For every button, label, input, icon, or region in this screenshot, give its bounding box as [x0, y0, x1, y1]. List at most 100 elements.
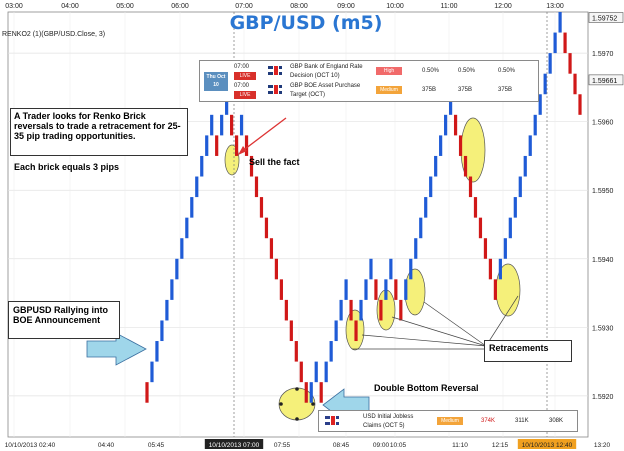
double-bottom-marker: [295, 387, 299, 391]
actual-value: 0.50%: [422, 68, 440, 74]
renko-brick-up: [324, 361, 328, 383]
renko-brick-up: [548, 53, 552, 74]
renko-brick-down: [254, 176, 259, 198]
renko-brick-down: [568, 53, 572, 74]
bottom-time-label: 10/10/2013 07:00: [209, 442, 260, 449]
forecast-value: 311K: [515, 418, 529, 424]
renko-brick-down: [394, 279, 398, 300]
brick-size-note: Each brick equals 3 pips: [14, 162, 120, 172]
renko-brick-up: [498, 258, 502, 280]
renko-brick-up: [329, 341, 333, 362]
y-tick-label: 1.5970: [592, 51, 614, 58]
renko-brick-down: [289, 320, 293, 342]
renko-brick-up: [384, 279, 388, 300]
renko-brick-up: [369, 258, 373, 280]
renko-brick-up: [449, 94, 453, 115]
rally-annotation-box: GBPUSD Rallying into BOE Announcement: [8, 301, 120, 339]
renko-brick-up: [155, 341, 159, 362]
renko-brick-down: [374, 279, 378, 300]
impact-badge: Medium: [376, 86, 402, 94]
renko-brick-up: [558, 12, 562, 33]
renko-brick-up: [424, 197, 428, 218]
renko-brick-up: [239, 114, 244, 136]
renko-brick-down: [269, 238, 274, 259]
renko-brick-up: [419, 217, 423, 239]
renko-brick-up: [523, 155, 527, 177]
price-marker-box: [588, 74, 624, 86]
bottom-time-highlight: [517, 439, 577, 449]
renko-brick-up: [175, 258, 179, 280]
price-marker-label: 1.59752: [592, 15, 617, 22]
bottom-time-label: 10:05: [390, 442, 407, 449]
bottom-time-label: 10/10/2013 02:40: [5, 442, 56, 449]
renko-brick-up: [185, 217, 189, 239]
renko-brick-up: [414, 238, 418, 259]
renko-brick-up: [225, 94, 229, 115]
renko-brick-down: [304, 382, 308, 403]
uk-flag-icon: [268, 66, 282, 75]
event-row-asset-purchase: 07:00 LIVE GBP BOE Asset Purchase Target…: [200, 82, 538, 100]
date-badge: Thu Oct 10: [204, 72, 228, 91]
renko-brick-down: [284, 299, 288, 321]
bottom-time-label: 12:15: [492, 442, 509, 449]
renko-brick-up: [195, 176, 199, 198]
event-time: 07:00: [234, 64, 250, 70]
renko-brick-down: [453, 114, 458, 136]
y-tick-label: 1.5940: [592, 257, 614, 264]
forecast-value: 375B: [458, 87, 473, 93]
renko-brick-up: [205, 135, 209, 156]
sell-the-fact-label: Sell the fact: [249, 157, 300, 167]
sell-arrow-head: [238, 146, 247, 155]
actual-value: 374K: [481, 418, 496, 424]
renko-brick-up: [359, 299, 363, 321]
renko-brick-down: [230, 114, 234, 136]
renko-brick-up: [389, 258, 393, 280]
price-marker-label: 1.59661: [592, 78, 617, 85]
forecast-value: 0.50%: [458, 68, 476, 74]
renko-brick-down: [578, 94, 582, 115]
renko-brick-up: [314, 361, 318, 383]
renko-brick-down: [379, 299, 383, 321]
renko-brick-down: [354, 320, 358, 342]
previous-value: 0.50%: [498, 68, 516, 74]
renko-brick-down: [573, 73, 577, 95]
renko-brick-up: [409, 258, 413, 280]
renko-brick-up: [444, 114, 448, 136]
bottom-time-label: 05:45: [148, 442, 165, 449]
renko-brick-up: [339, 299, 343, 321]
renko-brick-down: [234, 135, 239, 156]
renko-brick-up: [165, 299, 169, 321]
bottom-time-label: 09:00: [373, 442, 390, 449]
renko-bricks: [145, 12, 582, 403]
renko-brick-up: [334, 320, 338, 342]
renko-brick-down: [294, 341, 298, 362]
renko-brick-up: [538, 94, 542, 115]
highlight-ellipse: [278, 387, 316, 421]
renko-brick-up: [553, 32, 557, 54]
renko-brick-up: [518, 176, 522, 198]
rally-arrow: [86, 332, 147, 366]
renko-brick-up: [364, 279, 368, 300]
renko-brick-up: [503, 238, 507, 259]
highlight-ellipse: [404, 268, 426, 316]
renko-brick-down: [274, 258, 278, 280]
top-time-label: 06:00: [171, 3, 189, 10]
renko-brick-up: [404, 279, 408, 300]
renko-brick-down: [279, 279, 283, 300]
retracement-pointer: [391, 316, 487, 347]
event-row-rate-decision: 07:00 LIVE GBP Bank of England Rate Deci…: [200, 63, 538, 81]
renko-brick-down: [473, 197, 478, 218]
main-annotation-text: A Trader looks for Renko Brick reversals…: [14, 111, 181, 141]
renko-brick-up: [439, 135, 443, 156]
bottom-time-label: 08:45: [333, 442, 350, 449]
bottom-time-label: 07:55: [274, 442, 291, 449]
price-marker-box: [588, 12, 624, 23]
renko-brick-up: [434, 155, 438, 177]
top-time-label: 07:00: [235, 3, 253, 10]
top-time-label: 10:00: [386, 3, 404, 10]
event-panel-bottom: USD Initial Jobless Claims (OCT 5) Mediu…: [318, 410, 578, 432]
renko-brick-up: [180, 238, 184, 259]
renko-brick-up: [344, 279, 348, 300]
renko-brick-up: [150, 361, 154, 383]
